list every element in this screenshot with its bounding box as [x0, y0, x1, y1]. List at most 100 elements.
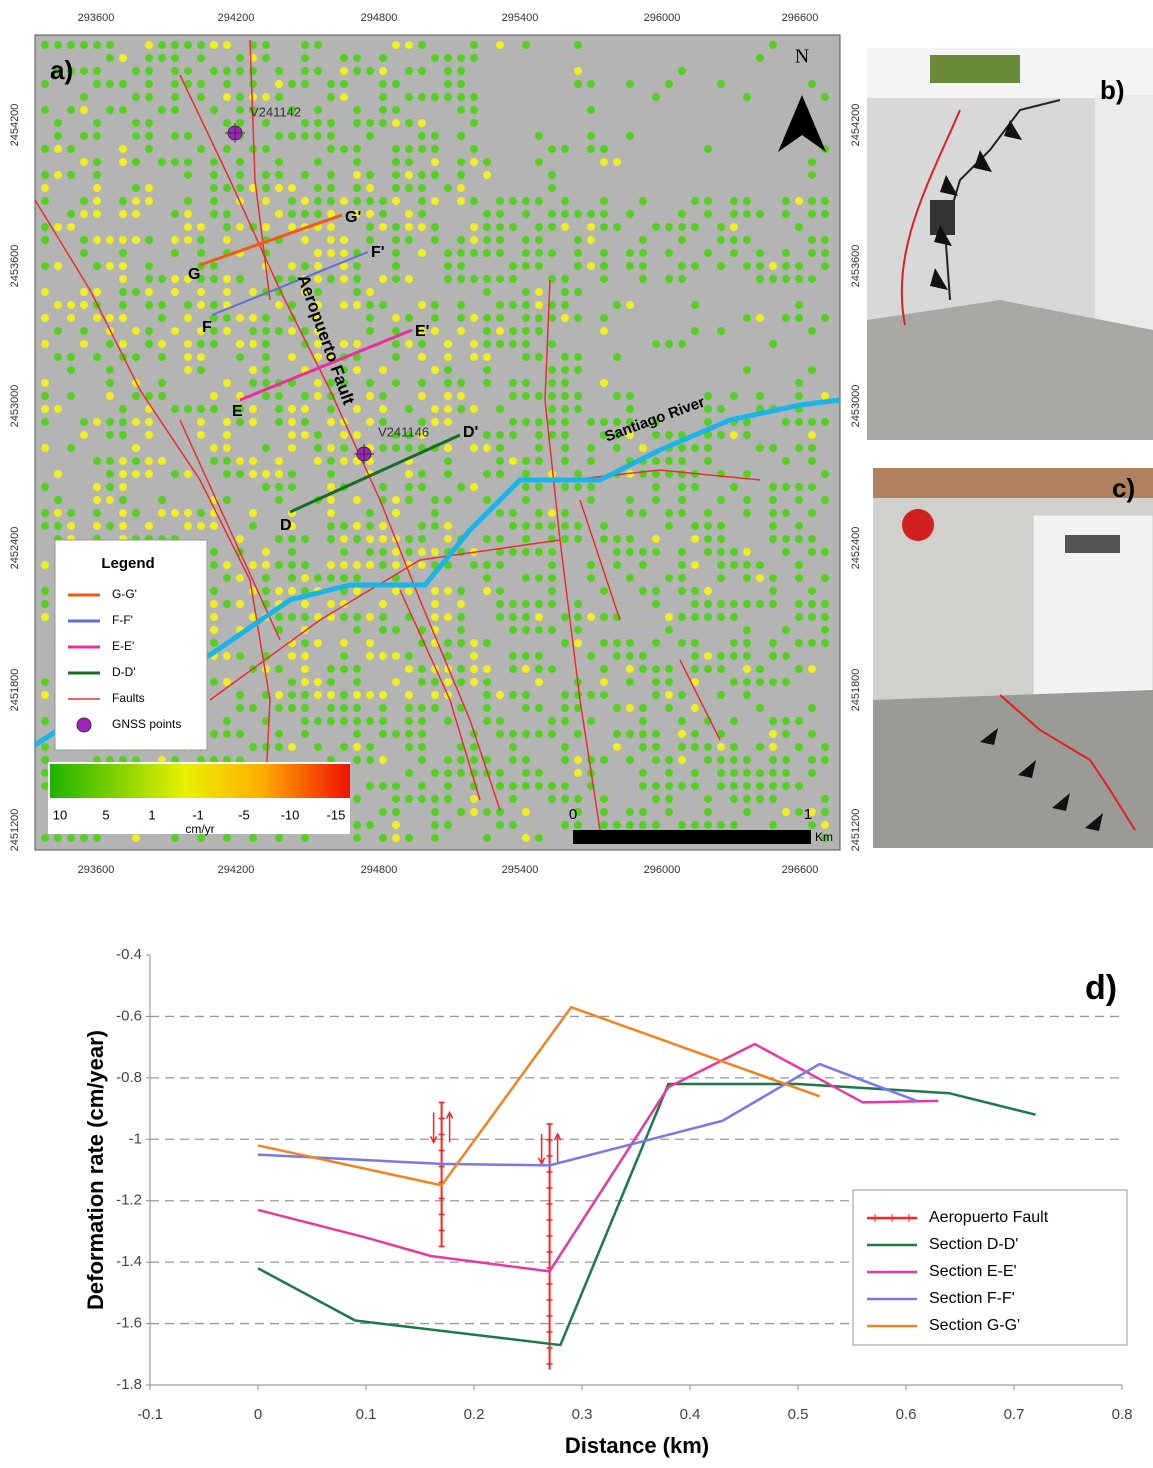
- map-point: [392, 158, 400, 166]
- map-point: [769, 275, 777, 283]
- map-point: [67, 366, 75, 374]
- map-point: [132, 197, 140, 205]
- map-point: [665, 249, 673, 257]
- map-point: [80, 288, 88, 296]
- map-point: [795, 483, 803, 491]
- map-point: [496, 613, 504, 621]
- map-point: [340, 93, 348, 101]
- map-point: [808, 613, 816, 621]
- map-point: [431, 808, 439, 816]
- map-point: [301, 197, 309, 205]
- map-point: [405, 119, 413, 127]
- map-point: [678, 509, 686, 517]
- map-point: [470, 145, 478, 153]
- map-point: [392, 587, 400, 595]
- map-point: [132, 470, 140, 478]
- map-point: [730, 769, 738, 777]
- map-point: [535, 132, 543, 140]
- map-point: [171, 249, 179, 257]
- map-point: [340, 249, 348, 257]
- map-point: [457, 314, 465, 322]
- map-point: [314, 210, 322, 218]
- map-point: [236, 106, 244, 114]
- map-point: [210, 548, 218, 556]
- map-point: [431, 834, 439, 842]
- map-point: [808, 236, 816, 244]
- map-point: [808, 431, 816, 439]
- map-point: [821, 392, 829, 400]
- map-point: [262, 184, 270, 192]
- map-point: [535, 223, 543, 231]
- map-point: [561, 210, 569, 218]
- map-point: [392, 119, 400, 127]
- x-tick-label: 0.5: [788, 1406, 809, 1423]
- map-point: [405, 795, 413, 803]
- map-point: [275, 587, 283, 595]
- map-point: [483, 535, 491, 543]
- map-point: [366, 561, 374, 569]
- map-point: [769, 262, 777, 270]
- map-point: [691, 535, 699, 543]
- map-point: [288, 574, 296, 582]
- map-point: [249, 834, 257, 842]
- map-point: [418, 340, 426, 348]
- map-point: [54, 353, 62, 361]
- map-point: [600, 522, 608, 530]
- map-point: [535, 665, 543, 673]
- map-point: [236, 652, 244, 660]
- map-point: [210, 587, 218, 595]
- map-point: [509, 509, 517, 517]
- map-point: [561, 509, 569, 517]
- map-point: [613, 704, 621, 712]
- map-point: [639, 509, 647, 517]
- map-point: [483, 327, 491, 335]
- map-point: [366, 613, 374, 621]
- map-point: [418, 223, 426, 231]
- map-point: [288, 353, 296, 361]
- map-point: [301, 54, 309, 62]
- map-point: [717, 821, 725, 829]
- map-point: [574, 249, 582, 257]
- map-point: [54, 327, 62, 335]
- map-point: [522, 483, 530, 491]
- legend-label: Section D-D': [929, 1236, 1018, 1253]
- map-point: [821, 600, 829, 608]
- map-point: [249, 405, 257, 413]
- map-point: [41, 223, 49, 231]
- map-point: [80, 132, 88, 140]
- map-point: [93, 457, 101, 465]
- map-point: [223, 67, 231, 75]
- map-point: [93, 262, 101, 270]
- map-point: [561, 704, 569, 712]
- map-point: [626, 639, 634, 647]
- map-point: [327, 405, 335, 413]
- map-point: [262, 587, 270, 595]
- map-point: [275, 730, 283, 738]
- map-point: [93, 41, 101, 49]
- map-point: [548, 392, 556, 400]
- map-point: [314, 262, 322, 270]
- map-point: [93, 834, 101, 842]
- map-point: [821, 574, 829, 582]
- map-point: [444, 366, 452, 374]
- map-point: [691, 327, 699, 335]
- map-point: [613, 392, 621, 400]
- map-point: [340, 704, 348, 712]
- legend-label: Section G-G': [929, 1317, 1020, 1334]
- x-tick-label: 0.8: [1112, 1406, 1133, 1423]
- map-point: [392, 249, 400, 257]
- map-point: [340, 431, 348, 439]
- map-point: [756, 743, 764, 751]
- map-point: [392, 197, 400, 205]
- map-point: [379, 93, 387, 101]
- map-point: [288, 678, 296, 686]
- map-point: [600, 613, 608, 621]
- map-point: [678, 483, 686, 491]
- map-point: [184, 41, 192, 49]
- map-point: [535, 431, 543, 439]
- map-point: [379, 704, 387, 712]
- map-point: [223, 717, 231, 725]
- map-point: [821, 314, 829, 322]
- map-point: [405, 470, 413, 478]
- map-point: [119, 54, 127, 62]
